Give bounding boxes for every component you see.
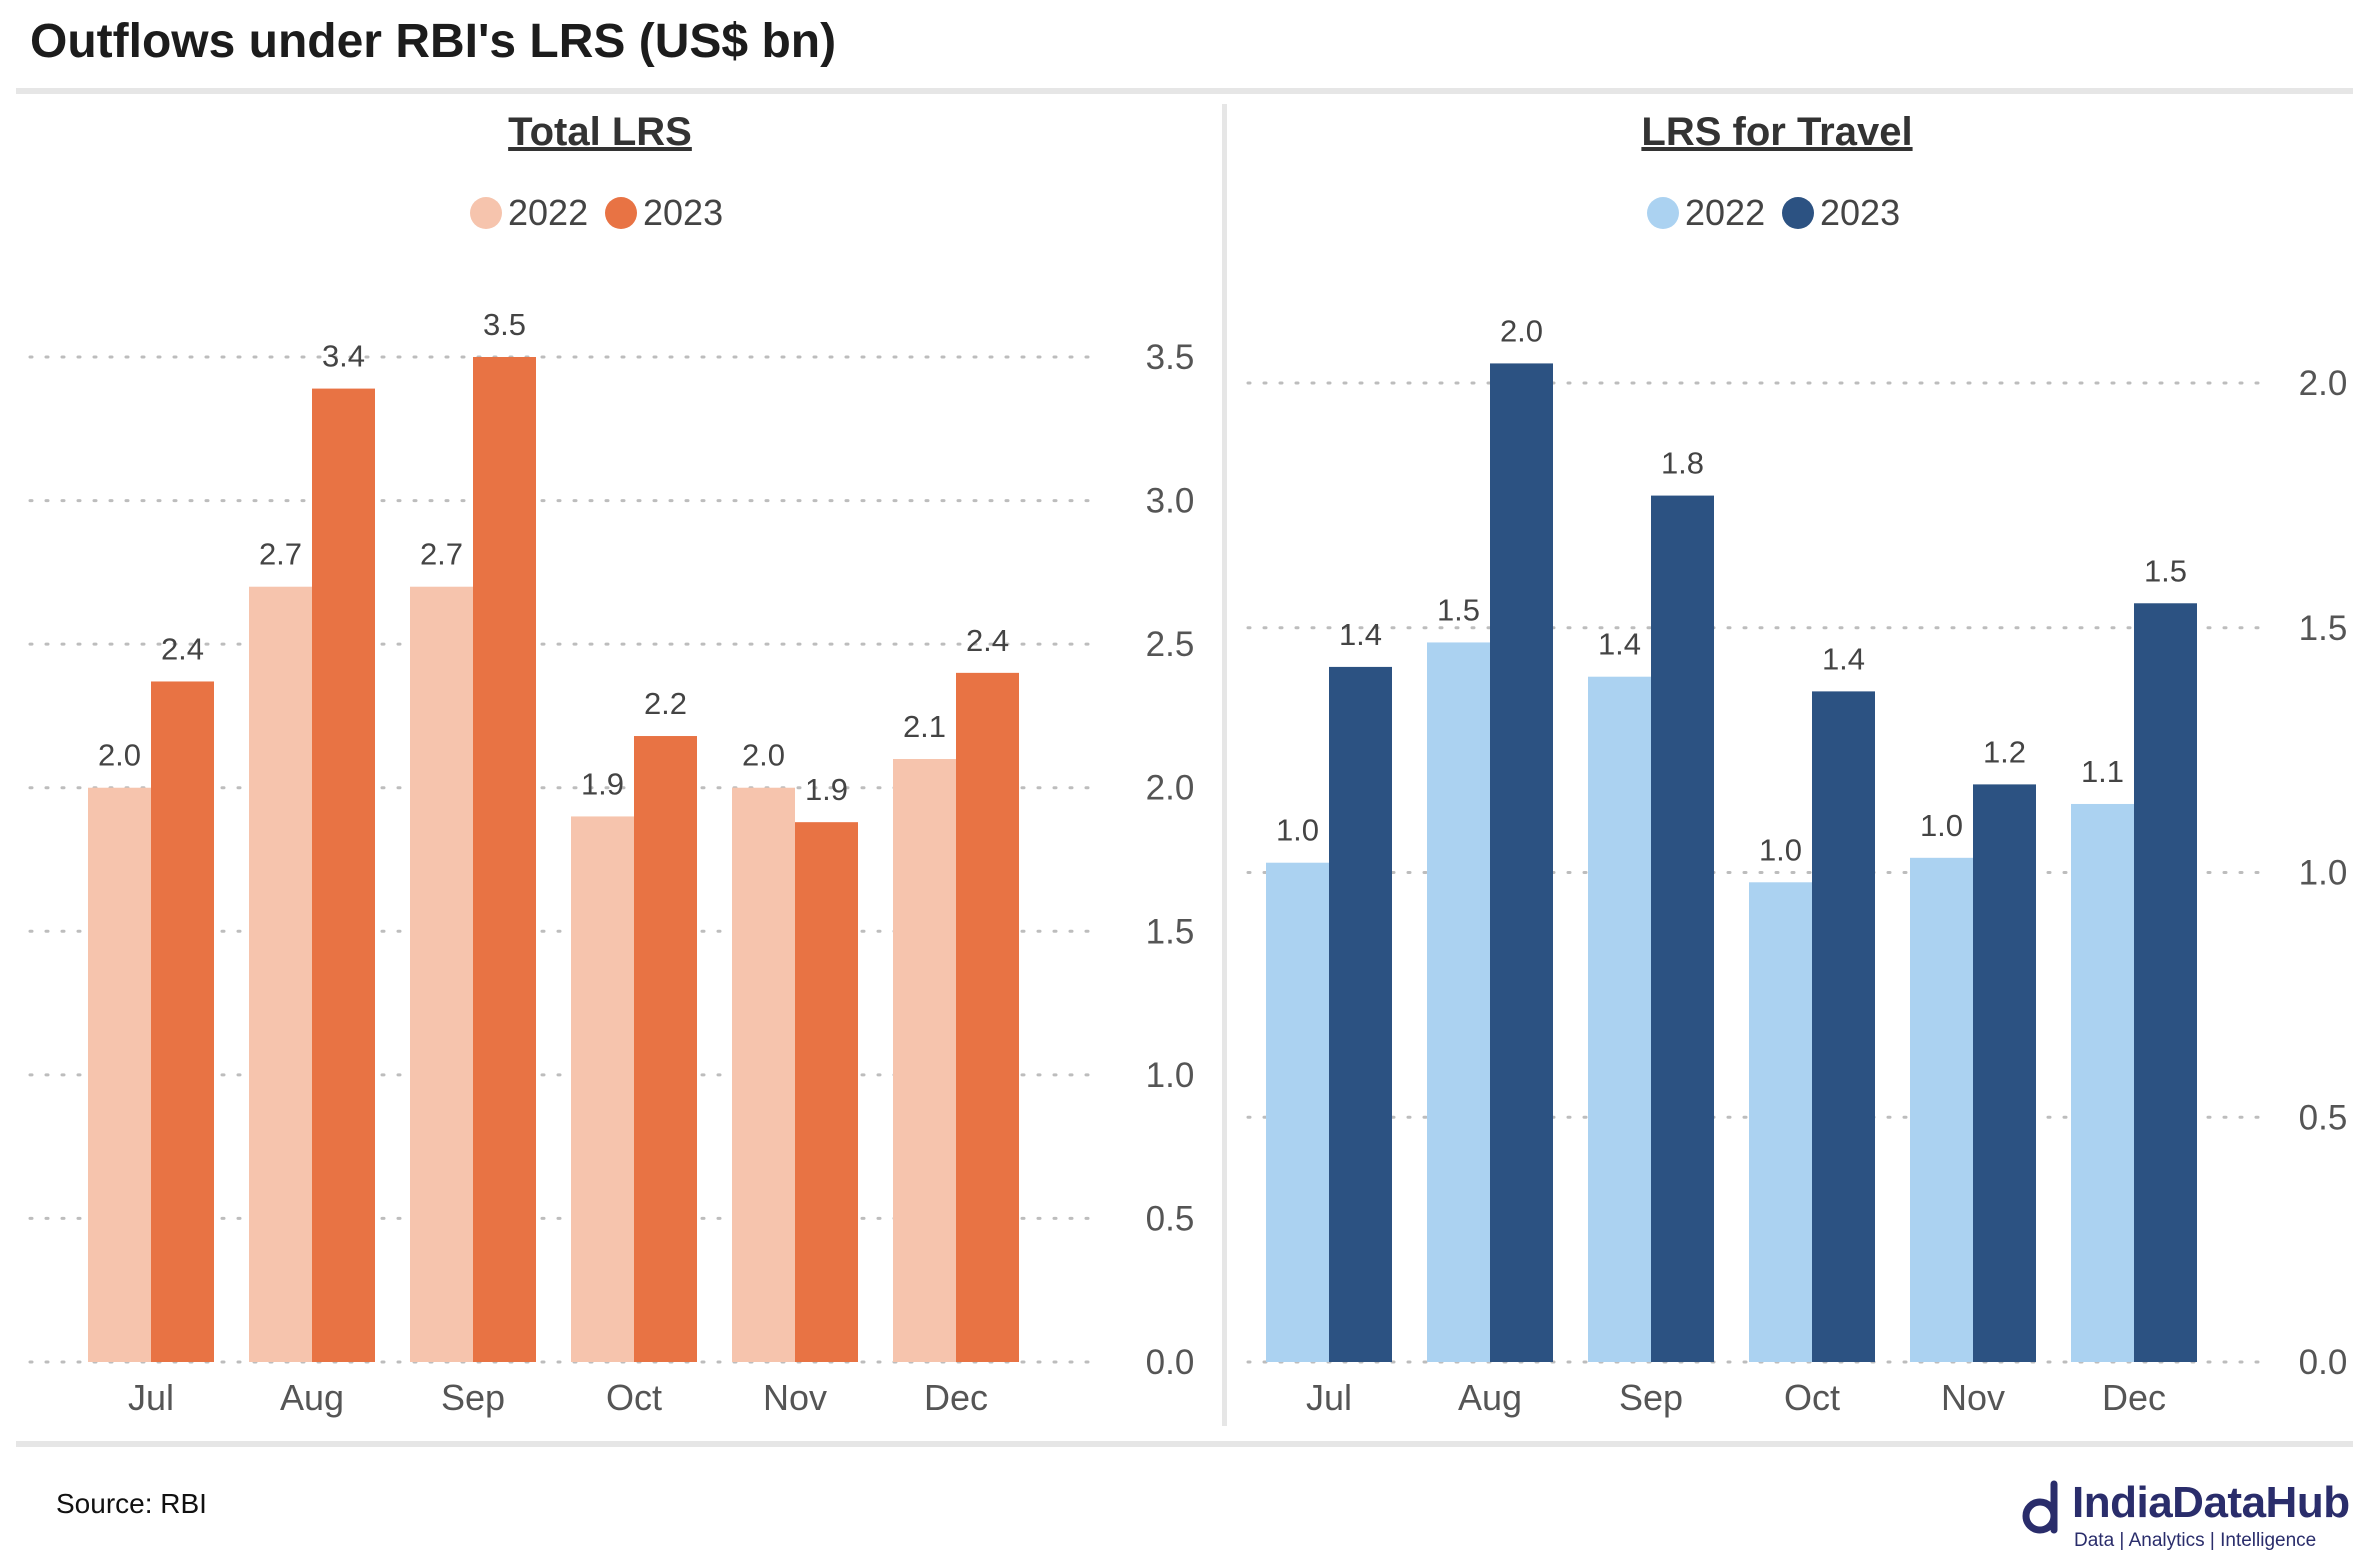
bar — [88, 787, 151, 1362]
legend-label: 2023 — [1820, 192, 1900, 233]
logo-wordmark: IndiaDataHub — [2072, 1478, 2350, 1527]
y-tick-label: 2.0 — [2299, 364, 2348, 403]
x-tick-label: Jul — [1306, 1377, 1352, 1418]
data-label: 1.1 — [2081, 754, 2124, 789]
x-tick-label: Dec — [924, 1377, 988, 1418]
x-tick-label: Aug — [280, 1377, 344, 1418]
y-tick-label: 1.0 — [1146, 1056, 1195, 1095]
y-tick-label: 3.5 — [1146, 338, 1195, 377]
bar — [795, 822, 858, 1362]
y-tick-label: 0.5 — [1146, 1199, 1195, 1238]
x-tick-label: Nov — [763, 1377, 827, 1418]
data-label: 1.5 — [1437, 592, 1480, 627]
data-label: 1.2 — [1983, 734, 2026, 769]
legend-swatch — [470, 197, 502, 229]
data-label: 2.1 — [903, 709, 946, 744]
y-tick-label: 2.5 — [1146, 625, 1195, 664]
top-divider — [16, 88, 2353, 94]
data-label: 2.7 — [259, 537, 302, 572]
bar — [312, 388, 375, 1363]
legend-swatch — [1782, 197, 1814, 229]
x-tick-label: Nov — [1941, 1377, 2005, 1418]
x-tick-label: Dec — [2102, 1377, 2166, 1418]
legend-swatch — [605, 197, 637, 229]
bar — [1910, 857, 1973, 1362]
bar — [732, 787, 795, 1362]
chart-title: Total LRS — [508, 110, 692, 154]
data-label: 2.7 — [420, 537, 463, 572]
legend-swatch — [1647, 197, 1679, 229]
data-label: 2.0 — [98, 738, 141, 773]
y-tick-label: 0.0 — [1146, 1343, 1195, 1382]
x-tick-label: Aug — [1458, 1377, 1522, 1418]
data-label: 1.8 — [1661, 446, 1704, 481]
data-label: 1.4 — [1822, 641, 1865, 676]
chart-title: LRS for Travel — [1641, 110, 1912, 154]
bar — [1427, 642, 1490, 1362]
brand-logo: IndiaDataHub Data | Analytics | Intellig… — [2020, 1474, 2360, 1554]
bar — [1329, 666, 1392, 1362]
x-tick-label: Sep — [441, 1377, 505, 1418]
data-label: 1.5 — [2144, 553, 2187, 588]
page-title: Outflows under RBI's LRS (US$ bn) — [30, 15, 837, 68]
bar — [571, 816, 634, 1362]
x-tick-label: Sep — [1619, 1377, 1683, 1418]
bar — [249, 586, 312, 1362]
source-note: Source: RBI — [56, 1488, 207, 1519]
bar — [1588, 676, 1651, 1362]
data-label: 1.4 — [1598, 627, 1641, 662]
data-label: 3.4 — [322, 339, 365, 374]
legend-label: 2023 — [643, 192, 723, 233]
x-tick-label: Jul — [128, 1377, 174, 1418]
data-label: 2.4 — [966, 623, 1009, 658]
bar — [151, 681, 214, 1362]
bar — [893, 759, 956, 1362]
bar — [634, 736, 697, 1362]
y-tick-label: 3.0 — [1146, 482, 1195, 521]
data-label: 1.9 — [581, 766, 624, 801]
data-label: 1.0 — [1759, 832, 1802, 867]
bottom-divider — [16, 1441, 2353, 1447]
bar — [1812, 691, 1875, 1362]
data-label: 3.5 — [483, 307, 526, 342]
x-tick-label: Oct — [1784, 1377, 1840, 1418]
legend-label: 2022 — [508, 192, 588, 233]
data-label: 2.2 — [644, 686, 687, 721]
bar — [1749, 882, 1812, 1362]
y-tick-label: 2.0 — [1146, 769, 1195, 808]
bar — [956, 672, 1019, 1362]
bar — [473, 357, 536, 1362]
bar — [410, 586, 473, 1362]
data-label: 1.0 — [1276, 813, 1319, 848]
legend-label: 2022 — [1685, 192, 1765, 233]
data-label: 2.4 — [161, 631, 204, 666]
data-label: 2.0 — [742, 738, 785, 773]
data-label: 2.0 — [1500, 313, 1543, 348]
y-tick-label: 1.5 — [1146, 912, 1195, 951]
bar — [1973, 784, 2036, 1362]
data-label: 1.9 — [805, 772, 848, 807]
bar — [1266, 862, 1329, 1362]
bar — [2071, 803, 2134, 1362]
bar — [1651, 495, 1714, 1363]
y-tick-label: 1.0 — [2299, 854, 2348, 893]
data-label: 1.0 — [1920, 808, 1963, 843]
bar — [1490, 363, 1553, 1362]
x-tick-label: Oct — [606, 1377, 662, 1418]
bar — [2134, 603, 2197, 1362]
y-tick-label: 0.0 — [2299, 1343, 2348, 1382]
y-tick-label: 1.5 — [2299, 609, 2348, 648]
logo-icon — [2022, 1480, 2058, 1534]
data-label: 1.4 — [1339, 617, 1382, 652]
panel-divider — [1222, 104, 1227, 1426]
y-tick-label: 0.5 — [2299, 1098, 2348, 1137]
logo-tagline: Data | Analytics | Intelligence — [2074, 1530, 2317, 1551]
